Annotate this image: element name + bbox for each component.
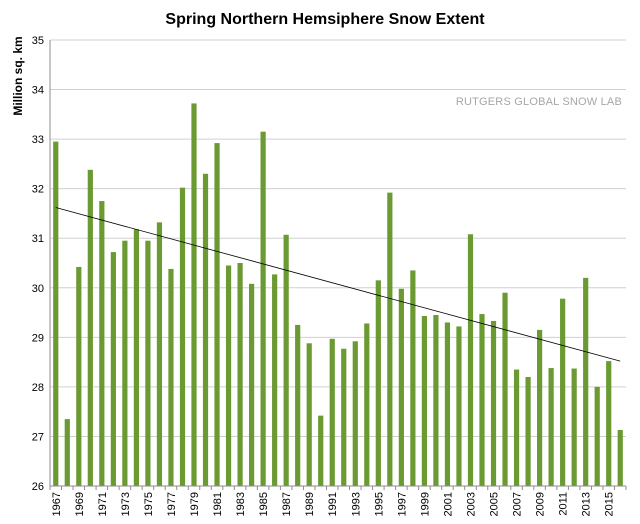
trendline-group	[55, 207, 621, 362]
x-tick-label: 1999	[419, 492, 431, 516]
bar-2011	[560, 298, 566, 486]
x-tick-label: 2009	[535, 492, 547, 516]
x-tick-label: 2011	[558, 492, 570, 516]
bar-1969	[76, 266, 82, 486]
x-tick-label: 2003	[465, 492, 477, 516]
bar-1990	[318, 415, 324, 486]
bar-1981	[214, 143, 220, 486]
chart-title: Spring Northern Hemsiphere Snow Extent	[165, 11, 485, 28]
x-tick-label: 1985	[258, 492, 270, 516]
x-axis-ticks: 1967 1969 1971 1973 1975 1977 1979 1981 1983 1985…	[49, 486, 627, 516]
x-tick-label: 1983	[235, 492, 247, 516]
bar-2010	[548, 368, 554, 486]
x-tick-label: 1989	[304, 492, 316, 516]
bar-2013	[583, 277, 589, 486]
bar-1983	[237, 263, 243, 486]
bar-1997	[398, 288, 404, 486]
x-tick-label: 1969	[74, 492, 86, 516]
bar-1970	[87, 169, 93, 486]
source-annotation: RUTGERS GLOBAL SNOW LAB	[456, 96, 622, 108]
bar-2009	[537, 329, 543, 486]
x-tick-label: 1987	[281, 492, 293, 516]
bar-2008	[525, 376, 531, 486]
bar-1992	[341, 348, 347, 486]
bar-1998	[410, 270, 416, 486]
bar-2007	[513, 369, 520, 486]
bar-1987	[283, 234, 289, 486]
bar-2006	[502, 292, 508, 486]
bar-2002	[456, 326, 462, 486]
x-tick-label: 1971	[97, 492, 109, 516]
trendline	[55, 207, 621, 362]
y-tick-label: 28	[32, 382, 44, 394]
y-tick-label: 30	[32, 283, 44, 295]
bar-1980	[202, 173, 209, 487]
bar-1991	[329, 338, 335, 486]
bar-1967	[53, 141, 59, 486]
bar-1985	[260, 131, 266, 486]
bar-1978	[179, 187, 186, 486]
bar-1994	[364, 323, 370, 486]
bar-1975	[145, 240, 151, 486]
x-tick-label: 1981	[212, 492, 224, 516]
x-tick-label: 2015	[604, 492, 616, 516]
y-tick-label: 34	[32, 85, 44, 97]
bar-1996	[387, 192, 393, 486]
x-tick-label: 1997	[396, 492, 408, 516]
x-tick-label: 1993	[350, 492, 362, 516]
bar-1979	[191, 103, 197, 487]
bar-1982	[225, 265, 232, 486]
x-tick-label: 1991	[327, 492, 339, 516]
bar-2014	[594, 386, 600, 486]
bars	[53, 103, 623, 487]
bar-2004	[479, 314, 485, 486]
bar-1974	[133, 229, 139, 487]
y-axis-label: Million sq. km	[11, 36, 25, 115]
x-tick-label: 2013	[581, 492, 593, 516]
bar-1986	[272, 274, 278, 486]
y-tick-label: 32	[32, 184, 44, 196]
y-tick-label: 33	[32, 134, 44, 146]
bar-1995	[375, 280, 381, 486]
bar-2003	[467, 234, 474, 486]
x-tick-label: 2005	[489, 492, 501, 516]
x-tick-label: 1973	[120, 492, 132, 516]
x-tick-label: 2001	[442, 492, 454, 516]
bar-1973	[122, 240, 128, 486]
y-tick-label: 27	[32, 431, 44, 443]
bar-2012	[571, 368, 577, 486]
bar-1993	[352, 341, 358, 486]
bar-1977	[168, 268, 174, 486]
bar-1988	[295, 324, 301, 486]
x-tick-label: 1967	[51, 492, 63, 516]
bar-1984	[249, 283, 255, 486]
bar-2015	[606, 361, 612, 486]
x-tick-label: 1979	[189, 492, 201, 516]
bar-1972	[110, 252, 116, 486]
x-tick-label: 1977	[166, 492, 178, 516]
y-tick-label: 31	[32, 233, 44, 245]
bar-1976	[156, 222, 163, 487]
bar-2001	[444, 322, 451, 486]
bar-2005	[490, 320, 497, 486]
bar-2016	[617, 430, 623, 486]
bar-1999	[421, 316, 427, 486]
bar-1971	[99, 201, 105, 486]
y-tick-label: 35	[32, 35, 44, 47]
y-tick-label: 29	[32, 332, 44, 344]
y-tick-label: 26	[32, 481, 44, 493]
bar-2000	[433, 315, 439, 486]
x-tick-label: 2007	[512, 492, 524, 516]
bar-1968	[64, 419, 70, 486]
x-tick-label: 1995	[373, 492, 385, 516]
y-axis-ticks: 26 27 28 29 30 31 32 33 34 35	[32, 35, 44, 493]
x-tick-label: 1975	[143, 492, 155, 516]
bar-1989	[306, 343, 312, 486]
